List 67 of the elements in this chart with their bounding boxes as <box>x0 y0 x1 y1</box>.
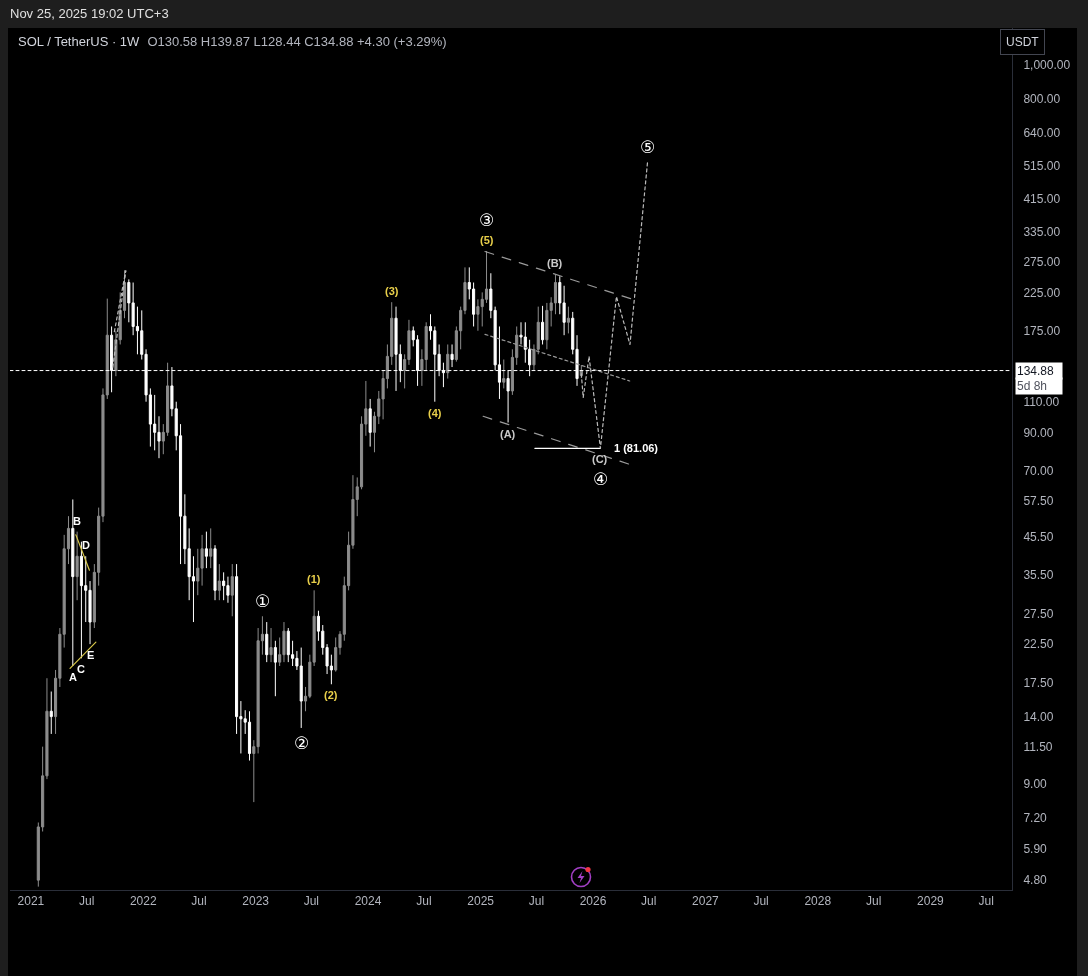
annotation: 1 (81.06) <box>614 442 659 454</box>
annotation: A <box>69 671 77 683</box>
text: O130.58 H139.87 L128.44 C134.88 +4.30 (+3.29%) <box>147 34 447 49</box>
y-tick-label: 110.00 <box>1023 394 1060 409</box>
x-tick-label: 2025 <box>467 894 495 909</box>
x-tick-label: 2022 <box>129 894 157 909</box>
x-tick-label: 2029 <box>917 894 945 909</box>
y-tick-label: 14.00 <box>1023 709 1054 724</box>
y-tick-label: 4.80 <box>1023 873 1048 888</box>
annotation: ② <box>294 733 310 753</box>
x-tick-label: Jul <box>641 894 657 909</box>
y-tick-label: 22.50 <box>1023 637 1054 652</box>
annotation: (A) <box>500 428 516 440</box>
y-tick-label: 275.00 <box>1023 254 1061 269</box>
x-tick-label: Jul <box>78 894 95 909</box>
annotation: (4) <box>428 407 442 419</box>
y-tick-label: 800.00 <box>1023 91 1061 106</box>
y-tick-label: 515.00 <box>1023 159 1061 174</box>
y-tick-label: 57.50 <box>1023 494 1054 508</box>
text: SOL / TetherUS · 1W <box>18 34 140 49</box>
x-tick-label: 2024 <box>354 894 382 909</box>
text: Nov 25, 2025 19:02 UTC+3 <box>10 6 169 21</box>
y-tick-label: 27.50 <box>1023 606 1054 621</box>
x-tick-label: Jul <box>303 894 320 909</box>
annotation: (1) <box>307 573 321 585</box>
annotation: (B) <box>547 257 563 269</box>
annotation: ④ <box>593 469 609 489</box>
annotation: (2) <box>324 689 338 701</box>
y-tick-label: 5.90 <box>1023 841 1048 856</box>
annotation: B <box>73 515 81 527</box>
x-tick-label: Jul <box>753 894 769 909</box>
y-tick-label: 45.50 <box>1023 529 1054 544</box>
x-tick-label: 2021 <box>17 894 45 909</box>
y-tick-label: 7.20 <box>1023 811 1048 826</box>
y-tick-label: 90.00 <box>1023 425 1054 440</box>
y-tick-label: 335.00 <box>1023 224 1061 239</box>
annotation: ① <box>255 591 271 611</box>
annotation: D <box>82 539 90 551</box>
y-tick-label: 415.00 <box>1023 192 1061 207</box>
y-tick-label: 9.00 <box>1023 777 1048 792</box>
x-tick-label: 2023 <box>242 894 270 909</box>
annotation: (C) <box>592 453 608 465</box>
annotation: ⑤ <box>640 137 656 157</box>
y-tick-label: 17.50 <box>1023 675 1054 690</box>
annotation: E <box>87 649 95 661</box>
x-tick-label: Jul <box>866 894 882 909</box>
y-tick-label: 175.00 <box>1023 323 1061 338</box>
x-tick-label: Jul <box>528 894 545 909</box>
y-tick-label: 225.00 <box>1023 285 1061 300</box>
x-tick-label: 2027 <box>692 894 720 909</box>
ref-line-label: 134.88 <box>1017 364 1055 378</box>
text: 5d 8h <box>1017 379 1048 393</box>
x-tick-label: 2028 <box>804 894 832 909</box>
annotation: USDT <box>1006 35 1040 49</box>
y-tick-label: 1,000.00 <box>1023 57 1071 72</box>
annotation: (3) <box>385 285 399 297</box>
annotation: ③ <box>479 210 495 230</box>
y-tick-label: 70.00 <box>1023 463 1054 478</box>
x-tick-label: Jul <box>416 894 432 909</box>
y-tick-label: 640.00 <box>1023 125 1061 140</box>
y-tick-label: 11.50 <box>1023 739 1053 754</box>
annotation: (5) <box>480 234 494 246</box>
y-tick-label: 35.50 <box>1023 567 1054 582</box>
x-tick-label: 2026 <box>579 894 607 909</box>
annotation: C <box>77 663 85 675</box>
x-tick-label: Jul <box>191 894 207 909</box>
x-tick-label: Jul <box>978 894 994 909</box>
